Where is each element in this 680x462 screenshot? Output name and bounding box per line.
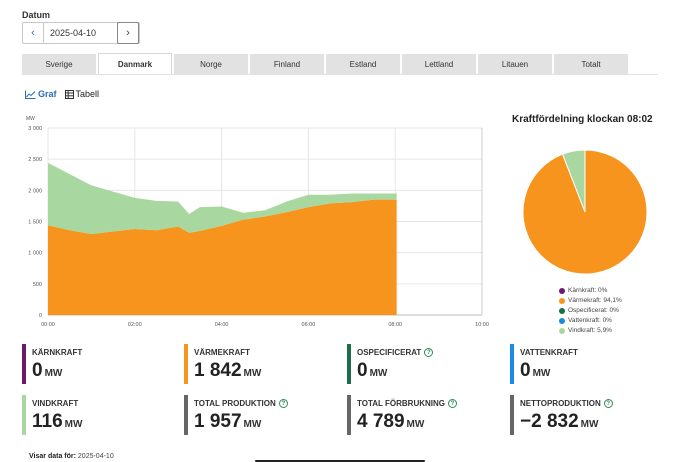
stat-card-karnkraft: KÄRNKRAFT 0 MW <box>22 344 182 384</box>
stat-card-vindkraft: VINDKRAFT 116 MW <box>22 395 182 435</box>
view-toggle: Graf Tabell <box>25 89 99 99</box>
x-tick-label: 02:00 <box>128 322 142 328</box>
tabs-divider <box>22 74 658 75</box>
help-icon[interactable]: ? <box>603 399 613 408</box>
footer-date: 2025-04-10 <box>77 453 114 460</box>
y-tick-label: 1 000 <box>28 251 42 257</box>
stat-card-ospecificerat: OSPECIFICERAT? 0 MW <box>347 344 507 384</box>
tab-lettland[interactable]: Lettland <box>402 54 476 74</box>
card-value: 4 789 MW <box>357 411 425 432</box>
card-color-bar <box>22 344 26 384</box>
tab-norge[interactable]: Norge <box>174 54 248 74</box>
pie-legend: Kärnkraft: 0% Värmekraft: 94,1% Ospecifi… <box>559 286 622 336</box>
x-tick-label: 00:00 <box>41 322 55 328</box>
legend-item-vattenkraft[interactable]: Vattenkraft: 0% <box>559 316 622 326</box>
card-title: NETTOPRODUKTION? <box>520 399 670 408</box>
y-tick-label: 1 500 <box>28 220 42 226</box>
legend-dot <box>559 318 565 324</box>
scroll-indicator[interactable] <box>255 460 425 462</box>
tab-litauen[interactable]: Litauen <box>478 54 552 74</box>
tab-sverige[interactable]: Sverige <box>22 54 96 74</box>
graph-view-label: Graf <box>38 89 57 99</box>
series-area-0 <box>48 199 397 315</box>
legend-dot <box>559 308 565 314</box>
tab-finland[interactable]: Finland <box>250 54 324 74</box>
graph-view-button[interactable]: Graf <box>25 89 57 99</box>
card-title: KÄRNKRAFT <box>32 348 83 357</box>
card-color-bar <box>347 395 351 435</box>
y-axis-label: MW <box>26 116 35 122</box>
legend-item-karnkraft[interactable]: Kärnkraft: 0% <box>559 286 622 296</box>
date-value: 2025-04-10 <box>50 28 97 38</box>
card-value: 1 842 MW <box>194 360 262 381</box>
y-tick-label: 2 000 <box>28 188 42 194</box>
legend-dot <box>559 298 565 304</box>
x-tick-label: 06:00 <box>302 322 316 328</box>
card-title: VÄRMEKRAFT <box>194 348 250 357</box>
chevron-left-icon[interactable]: ‹ <box>23 23 44 43</box>
card-color-bar <box>347 344 351 384</box>
card-title: OSPECIFICERAT? <box>357 348 507 357</box>
card-color-bar <box>184 395 188 435</box>
tab-estland[interactable]: Estland <box>326 54 400 74</box>
table-icon <box>64 89 74 99</box>
legend-label: Värmekraft: 94,1% <box>568 297 622 304</box>
y-tick-label: 2 500 <box>28 157 42 163</box>
help-icon[interactable]: ? <box>278 399 288 408</box>
y-tick-label: 0 <box>39 313 42 319</box>
pie-title: Kraftfördelning klockan 08:02 <box>512 114 653 125</box>
pie-slice-vindkraft[interactable] <box>561 149 586 213</box>
chevron-right-icon[interactable]: › <box>117 22 139 44</box>
footer-label: Visar data för: <box>29 453 76 460</box>
card-color-bar <box>510 344 514 384</box>
legend-dot <box>559 288 565 294</box>
stat-card-vattenkraft: VATTENKRAFT 0 MW <box>510 344 670 384</box>
y-tick-label: 3 000 <box>28 126 42 132</box>
table-view-label: Tabell <box>75 89 100 99</box>
card-value: 0 MW <box>520 360 551 381</box>
legend-label: Ospecificerat: 0% <box>568 307 619 314</box>
legend-label: Vattenkraft: 0% <box>568 317 612 324</box>
stat-card-nettoproduktion: NETTOPRODUKTION? −2 832 MW <box>510 395 670 435</box>
date-label: Datum <box>22 10 51 20</box>
help-icon[interactable]: ? <box>424 348 434 357</box>
card-value: 0 MW <box>357 360 388 381</box>
help-icon[interactable]: ? <box>448 399 457 408</box>
card-title: TOTAL FÖRBRUKNING? <box>357 399 507 408</box>
card-value: 1 957 MW <box>194 411 262 432</box>
tab-danmark[interactable]: Danmark <box>98 53 172 75</box>
legend-label: Kärnkraft: 0% <box>568 287 608 294</box>
card-color-bar <box>184 344 188 384</box>
card-color-bar <box>510 395 514 435</box>
y-tick-label: 500 <box>33 282 42 288</box>
footer-date-note: Visar data för: 2025-04-10 <box>29 453 114 460</box>
card-title: VATTENKRAFT <box>520 348 578 357</box>
card-title: VINDKRAFT <box>32 399 79 408</box>
card-color-bar <box>22 395 26 435</box>
legend-item-varmekraft[interactable]: Värmekraft: 94,1% <box>559 296 622 306</box>
x-tick-label: 04:00 <box>215 322 229 328</box>
country-tabs: Sverige Danmark Norge Finland Estland Le… <box>22 53 630 75</box>
card-title: TOTAL PRODUKTION? <box>194 399 344 408</box>
tab-totalt[interactable]: Totalt <box>554 54 628 74</box>
x-tick-label: 10:00 <box>475 322 489 328</box>
stat-card-total-produktion: TOTAL PRODUKTION? 1 957 MW <box>184 395 344 435</box>
legend-item-vindkraft[interactable]: Vindkraft: 5,9% <box>559 326 622 336</box>
x-tick-label: 08:00 <box>388 322 402 328</box>
card-value: 0 MW <box>32 360 63 381</box>
series-area-1 <box>48 162 397 234</box>
legend-dot <box>559 328 565 334</box>
line-chart-icon <box>25 90 36 99</box>
power-distribution-pie <box>522 149 648 275</box>
card-value: 116 MW <box>32 411 83 432</box>
card-value: −2 832 MW <box>520 411 599 432</box>
table-view-button[interactable]: Tabell <box>64 89 100 99</box>
legend-item-ospecificerat[interactable]: Ospecificerat: 0% <box>559 306 622 316</box>
production-area-chart: 0 500 1 000 1 500 2 000 2 500 3 000 MW 00:00 02:0… <box>26 116 489 328</box>
legend-label: Vindkraft: 5,9% <box>568 327 612 334</box>
stat-card-total-forbrukning: TOTAL FÖRBRUKNING? 4 789 MW <box>347 395 507 435</box>
stat-card-varmekraft: VÄRMEKRAFT 1 842 MW <box>184 344 344 384</box>
